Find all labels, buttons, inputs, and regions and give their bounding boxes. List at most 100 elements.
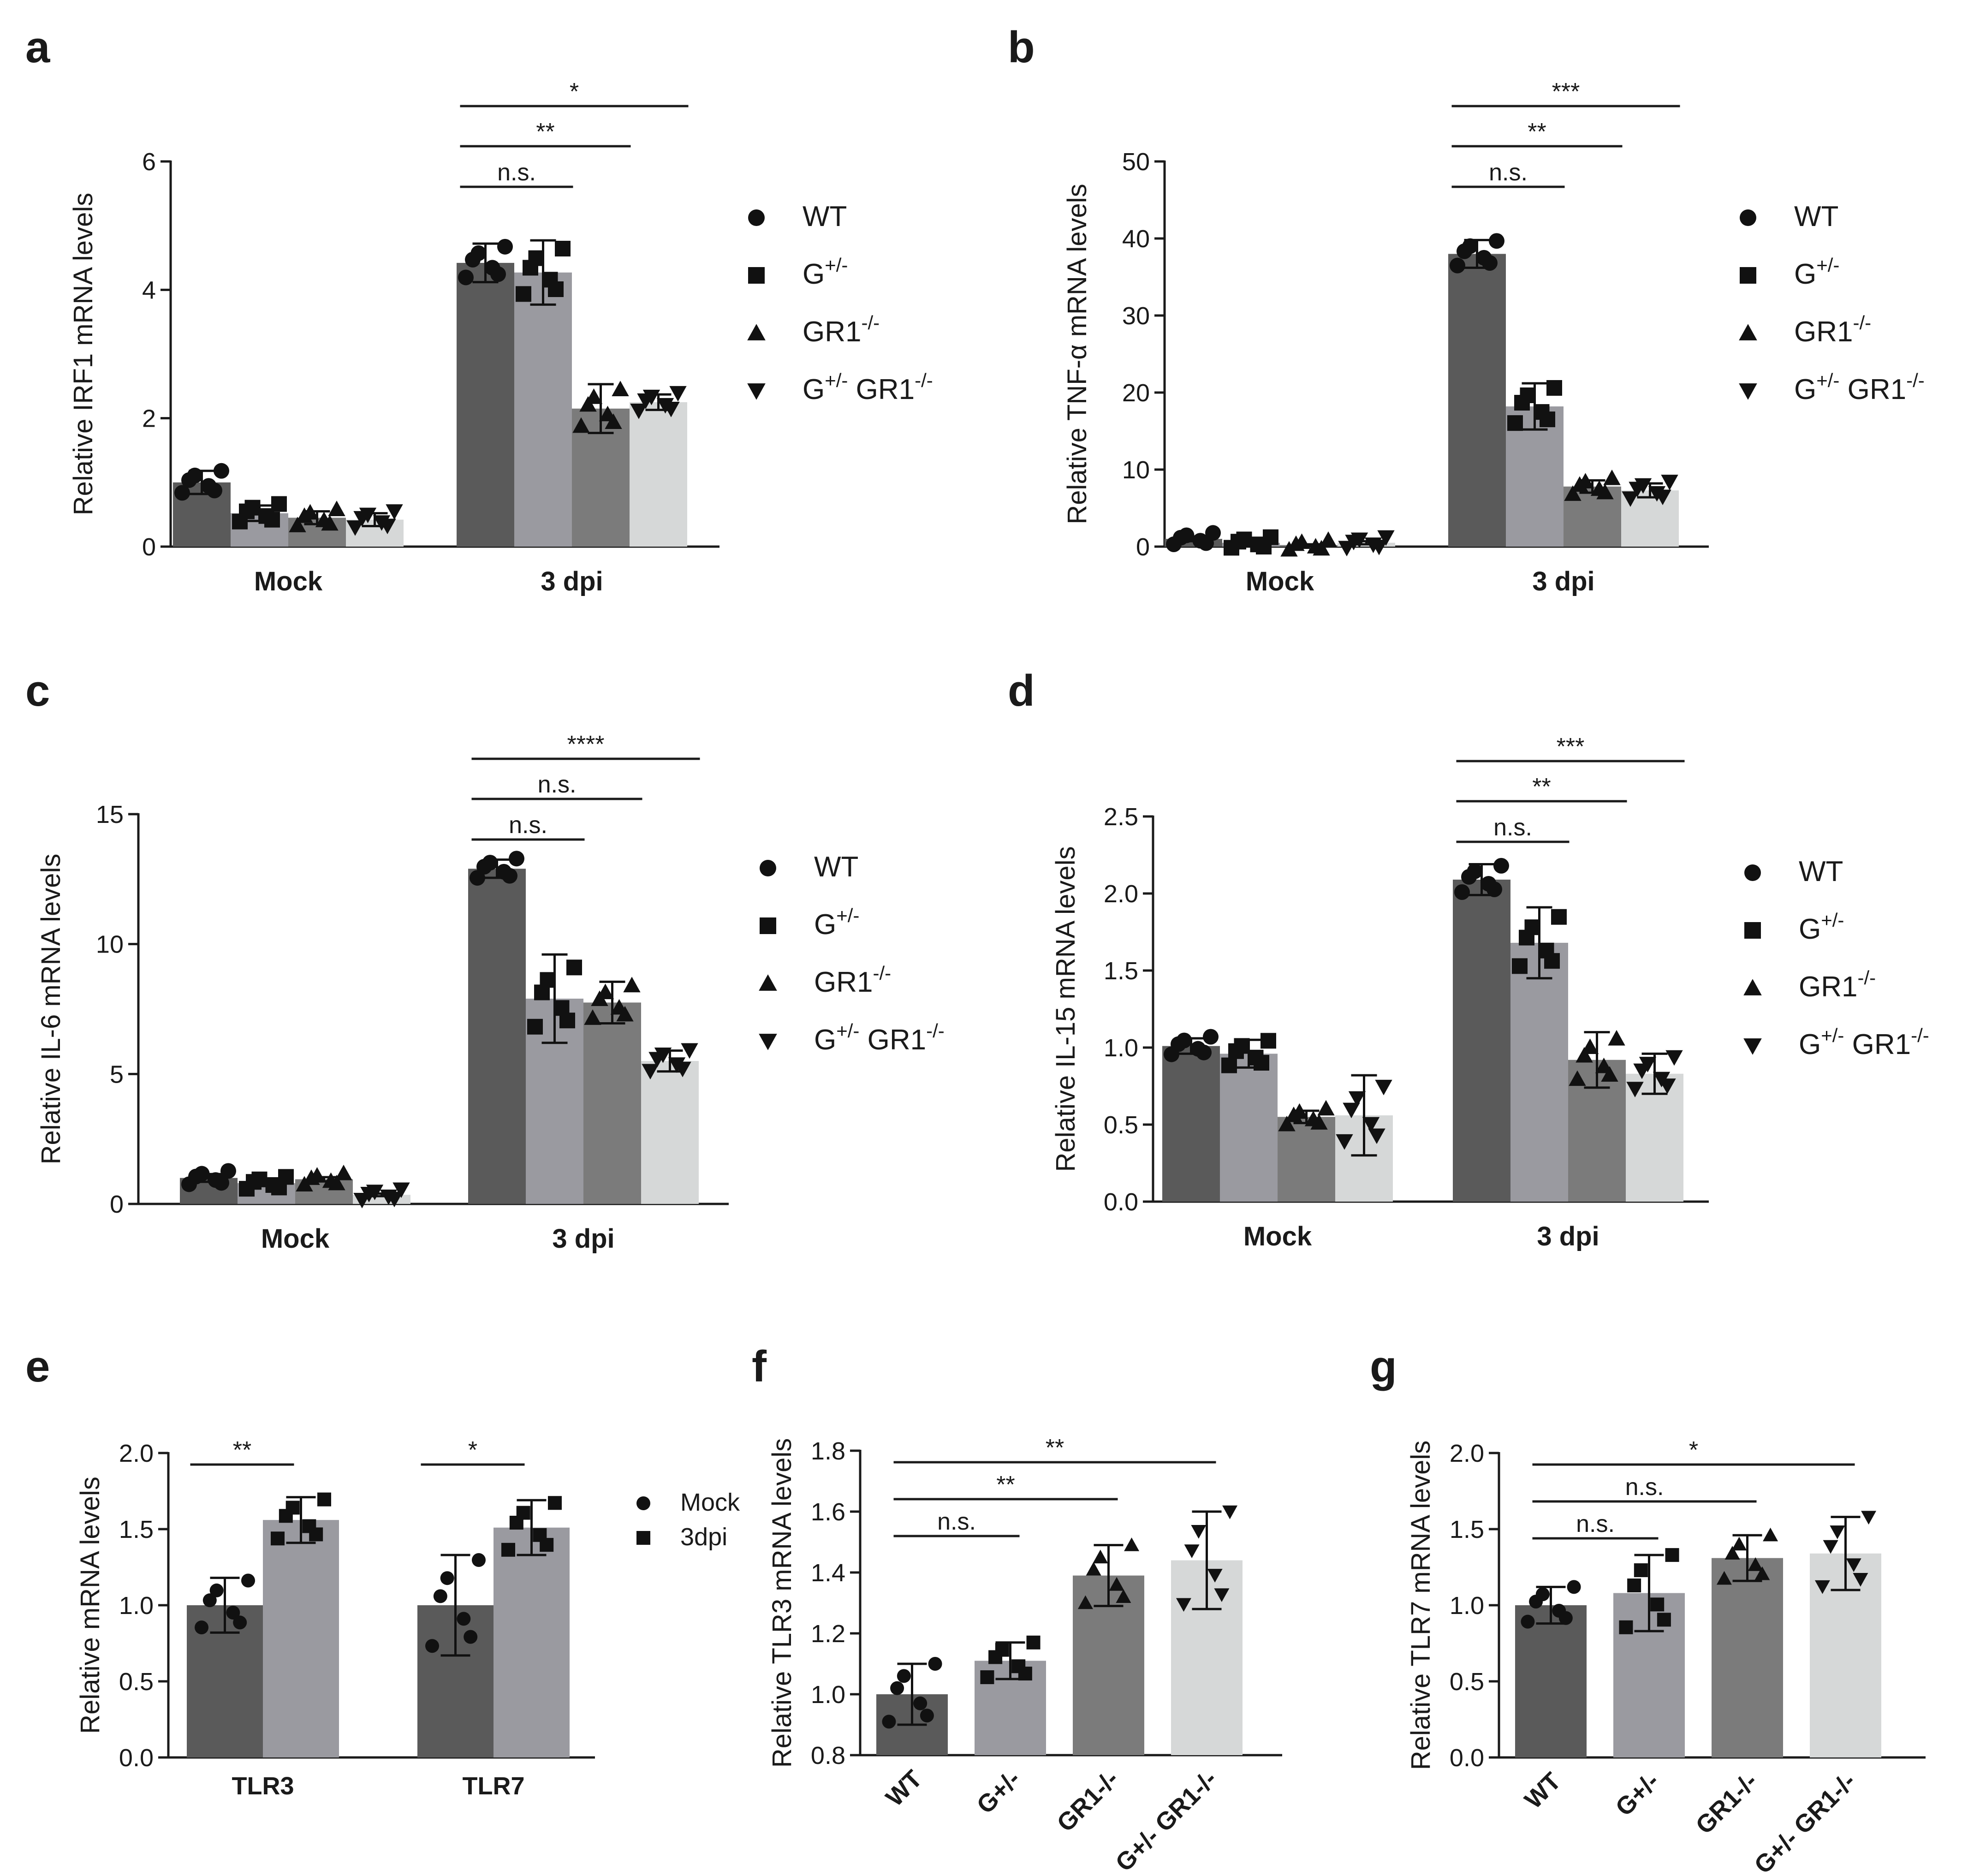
data-point — [555, 240, 571, 256]
data-point — [1716, 1571, 1732, 1585]
panel-letter: f — [752, 1342, 767, 1391]
data-point — [1482, 255, 1498, 271]
legend-label: 3dpi — [680, 1523, 727, 1551]
legend-label: G+/- GR1-/- — [814, 1020, 945, 1056]
significance-label: **** — [567, 731, 605, 758]
data-point — [174, 485, 190, 501]
y-tick-label: 2.5 — [1104, 803, 1138, 831]
data-point — [1256, 539, 1272, 555]
legend-label: GR1-/- — [803, 312, 880, 348]
data-point — [1603, 470, 1621, 485]
data-point — [328, 500, 345, 516]
data-point — [566, 959, 582, 976]
significance-label: n.s. — [1489, 159, 1528, 186]
y-tick-label: 2 — [142, 405, 156, 433]
data-point — [1546, 380, 1562, 396]
data-point — [392, 1182, 410, 1198]
legend-label: WT — [814, 851, 858, 883]
panel-b: 0 10 20 30 40 50 Relative TNF-α mRNA levels b Mo… — [1008, 23, 1925, 596]
data-point — [1086, 1561, 1101, 1576]
data-point — [534, 984, 550, 1001]
data-point — [1657, 1613, 1671, 1627]
data-point — [1576, 1047, 1593, 1063]
significance-label: n.s. — [1576, 1511, 1615, 1537]
data-point — [920, 1709, 934, 1723]
x-category-label: 3 dpi — [1537, 1221, 1599, 1251]
data-point — [913, 1696, 928, 1710]
legend-label: G+/- — [814, 905, 859, 941]
data-point — [1343, 1102, 1360, 1119]
data-point — [637, 393, 654, 409]
data-point — [1207, 1569, 1223, 1583]
data-point — [1846, 1558, 1861, 1572]
data-point — [630, 403, 648, 419]
y-tick-label: 0.5 — [1104, 1111, 1138, 1139]
y-tick-label: 2.0 — [1450, 1440, 1484, 1467]
data-point — [1861, 1511, 1877, 1525]
data-point — [476, 858, 492, 875]
data-point — [1650, 1597, 1665, 1612]
y-axis-label: Relative TLR7 mRNA levels — [1406, 1441, 1436, 1770]
significance-label: ** — [233, 1437, 251, 1464]
data-point — [1228, 1043, 1244, 1059]
x-category-label: TLR7 — [463, 1772, 525, 1800]
data-point — [317, 1492, 331, 1507]
data-point — [440, 1571, 454, 1585]
data-point — [616, 1006, 634, 1022]
data-point — [509, 851, 524, 867]
data-point — [1214, 1588, 1230, 1602]
data-point — [379, 518, 396, 535]
data-point — [1665, 1050, 1683, 1066]
y-tick-label: 15 — [96, 801, 124, 828]
data-point — [1191, 1525, 1207, 1539]
significance-label: n.s. — [1493, 814, 1532, 841]
significance-label: * — [570, 78, 579, 105]
x-category-label: Mock — [1243, 1221, 1312, 1251]
data-point — [214, 1175, 229, 1191]
y-axis-label: Relative mRNA levels — [75, 1477, 105, 1734]
legend-marker — [1743, 979, 1762, 995]
data-point — [1489, 233, 1504, 249]
data-point — [1622, 491, 1639, 507]
data-point — [648, 1052, 666, 1068]
y-tick-label: 6 — [142, 148, 156, 176]
panel-d: 0.0 0.5 1.0 1.5 2.0 2.5 Relative IL-15 mRNA le… — [1008, 666, 1929, 1251]
data-point — [662, 401, 680, 417]
y-tick-label: 30 — [1122, 302, 1150, 330]
data-point — [1368, 1128, 1385, 1144]
legend-marker — [759, 1034, 777, 1050]
data-point — [465, 251, 481, 268]
panel-f: 0.8 1.0 1.2 1.4 1.6 1.8 Relative TLR3 mRNA lev… — [752, 1342, 1282, 1876]
data-point — [1196, 1044, 1212, 1060]
data-point — [264, 512, 280, 528]
data-point — [457, 1612, 471, 1626]
y-tick-label: 1.0 — [1104, 1034, 1138, 1062]
x-category-label: 3 dpi — [541, 566, 603, 596]
data-point — [1564, 485, 1582, 501]
x-category-label: GR1-/- — [1052, 1765, 1124, 1837]
data-point — [1375, 1079, 1392, 1096]
significance-label: ** — [1532, 774, 1551, 800]
y-tick-label: 0.5 — [1450, 1668, 1484, 1696]
data-point — [195, 1620, 209, 1635]
data-point — [674, 1061, 691, 1078]
data-point — [1665, 1548, 1679, 1562]
data-point — [501, 1542, 516, 1557]
data-point — [1377, 530, 1395, 546]
significance-label: * — [468, 1437, 477, 1464]
legend-marker — [747, 383, 766, 400]
data-point — [497, 238, 513, 255]
data-point — [1184, 1544, 1200, 1558]
data-point — [1633, 1063, 1651, 1079]
significance-label: n.s. — [509, 812, 547, 839]
data-point — [1724, 1546, 1740, 1560]
y-tick-label: 10 — [96, 931, 124, 959]
data-point — [303, 1169, 320, 1185]
data-point — [1626, 1082, 1644, 1097]
data-point — [928, 1657, 942, 1671]
data-point — [1601, 1066, 1618, 1082]
data-point — [1814, 1580, 1830, 1594]
data-point — [547, 1496, 562, 1510]
data-point — [226, 1606, 240, 1620]
